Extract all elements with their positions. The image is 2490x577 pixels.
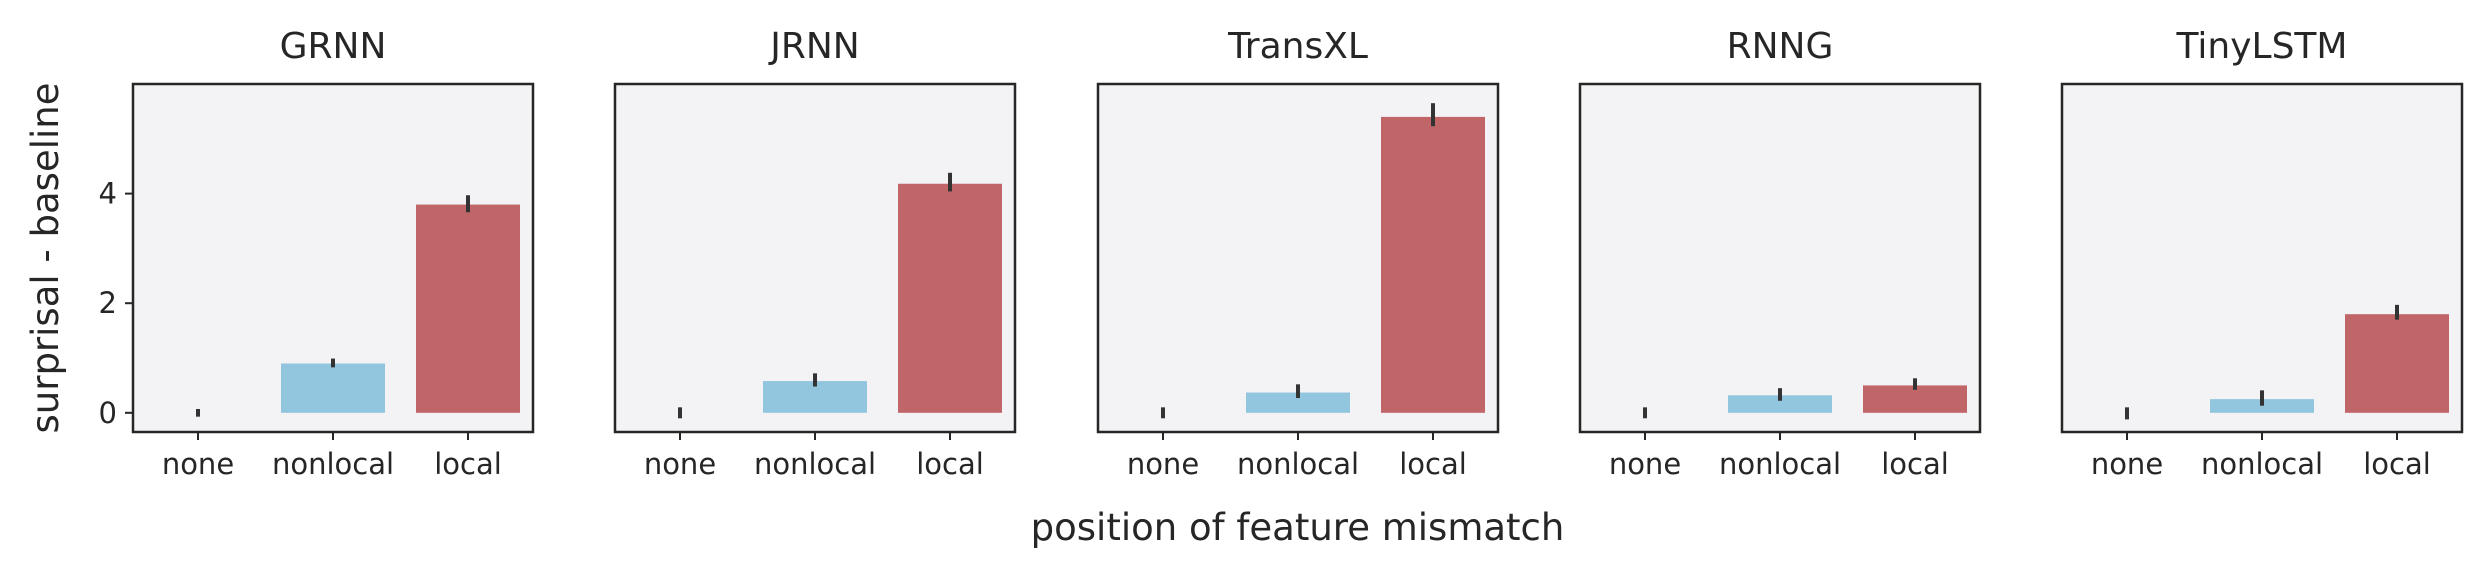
panel-frame <box>131 82 535 434</box>
x-tick-label-local: local <box>916 447 984 481</box>
bar-nonlocal <box>281 363 385 413</box>
x-tick-label-none: none <box>1127 447 1199 481</box>
panel-frame <box>613 82 1017 434</box>
panel-title: TransXL <box>1227 26 1368 67</box>
panel-background <box>1580 84 1980 432</box>
panel-tinylstm: TinyLSTM none nonlocal local <box>2060 26 2464 481</box>
x-tick-label-local: local <box>1881 447 1949 481</box>
panel-title: TinyLSTM <box>2176 26 2348 67</box>
x-tick-label-none: none <box>1609 447 1681 481</box>
panel-title: JRNN <box>768 26 860 67</box>
x-tick-label-local: local <box>434 447 502 481</box>
x-tick-label-none: none <box>162 447 234 481</box>
bar-local <box>416 204 520 413</box>
panels: GRNN none nonlocal local 0 2 4 JRNN none nonlocal… <box>99 26 2464 481</box>
x-tick-label-none: none <box>644 447 716 481</box>
x-tick-label-nonlocal: nonlocal <box>754 447 876 481</box>
panel-transxl: TransXL none nonlocal local <box>1096 26 1500 481</box>
y-tick-label: 0 <box>99 396 117 430</box>
x-tick-label-nonlocal: nonlocal <box>272 447 394 481</box>
x-tick-label-nonlocal: nonlocal <box>1719 447 1841 481</box>
bar-nonlocal <box>1728 395 1832 413</box>
x-tick-label-nonlocal: nonlocal <box>1237 447 1359 481</box>
x-axis-label: position of feature mismatch <box>1031 506 1565 549</box>
panel-title: GRNN <box>280 26 387 67</box>
bar-nonlocal <box>1246 392 1350 413</box>
y-axis-label: surprisal - baseline <box>24 83 67 434</box>
panel-frame <box>1578 82 1982 434</box>
y-tick-label: 4 <box>99 177 117 211</box>
bar-nonlocal <box>2210 399 2314 413</box>
bar-local <box>898 183 1002 413</box>
y-tick-label: 2 <box>99 286 117 320</box>
bar-local <box>1863 385 1967 413</box>
bar-local <box>2345 314 2449 413</box>
panel-title: RNNG <box>1727 26 1834 67</box>
x-tick-label-none: none <box>2091 447 2163 481</box>
panel-grnn: GRNN none nonlocal local 0 2 4 <box>99 26 535 481</box>
x-tick-label-local: local <box>2363 447 2431 481</box>
panel-jrnn: JRNN none nonlocal local <box>613 26 1017 481</box>
x-tick-label-nonlocal: nonlocal <box>2201 447 2323 481</box>
x-tick-label-local: local <box>1399 447 1467 481</box>
panel-frame <box>2060 82 2464 434</box>
panel-frame <box>1096 82 1500 434</box>
panel-rnng: RNNG none nonlocal local <box>1578 26 1982 481</box>
bar-local <box>1381 116 1485 413</box>
